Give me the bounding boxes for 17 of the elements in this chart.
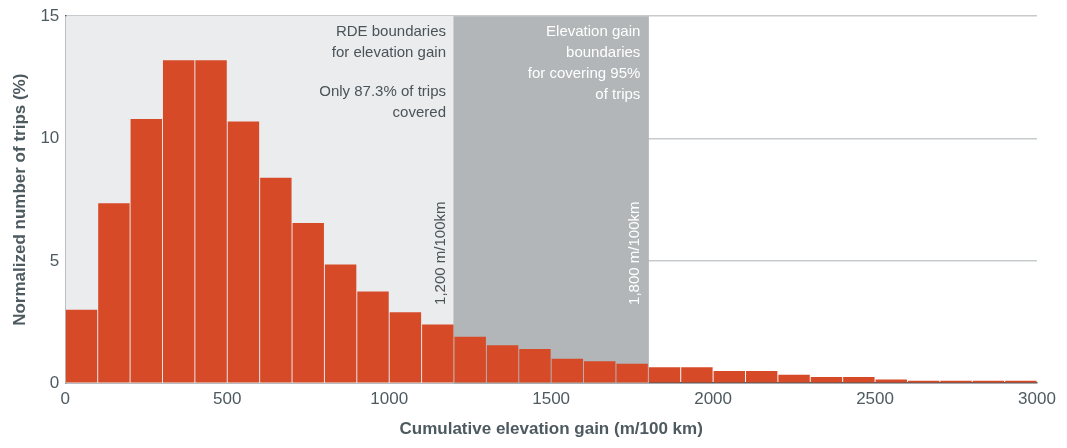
x-tick-label: 1000: [370, 389, 409, 409]
band-label: Elevation gain boundaries for covering 95% of trips: [527, 21, 641, 102]
x-tick-label: 3000: [1018, 389, 1056, 409]
x-tick-label: 2000: [694, 389, 733, 409]
annotation: Only 87.3% of trips covered: [319, 81, 446, 120]
y-tick-label: 5: [49, 250, 60, 270]
y-axis-title: Normalized number of trips (%): [9, 73, 29, 326]
ref-line-label: 1,800 m/100km: [624, 201, 642, 305]
x-tick-label: 1500: [532, 389, 571, 409]
y-tick-label: 15: [40, 5, 60, 25]
band-label: RDE boundaries for elevation gain: [331, 21, 446, 60]
y-tick-label: 10: [40, 128, 60, 148]
x-axis-title: Cumulative elevation gain (m/100 km): [399, 419, 703, 439]
y-tick-label: 0: [49, 372, 60, 392]
x-tick-label: 500: [213, 389, 242, 409]
x-tick-label: 2500: [856, 389, 894, 409]
ref-line-label: 1,200 m/100km: [430, 201, 448, 305]
